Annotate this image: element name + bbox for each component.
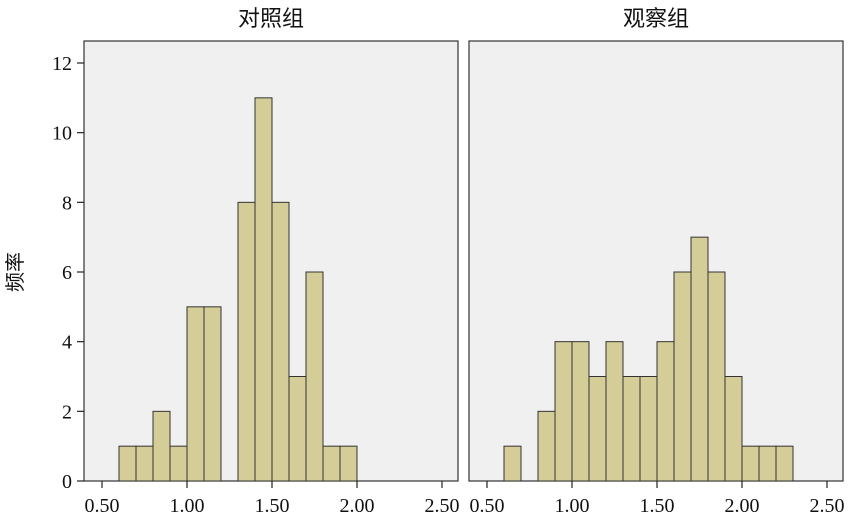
histogram-bar: [288, 376, 307, 482]
chart-panel-1: 对照组 0.50 1.00 1.50 2.00 2.50 0 2 4 6 8 10 12: [52, 7, 460, 517]
histogram-bar: [639, 376, 658, 482]
histogram-bar: [537, 410, 556, 482]
y-tick-label: 0: [62, 471, 72, 493]
histogram-bar: [690, 236, 709, 482]
y-tick-label: 4: [62, 332, 72, 354]
x-tick-label: 2.50: [425, 495, 460, 517]
histogram-bar: [186, 306, 205, 482]
y-tick-label: 6: [62, 262, 72, 284]
y-tick-label: 12: [52, 53, 72, 75]
x-tick-label: 0.50: [470, 495, 505, 517]
histogram-bar: [305, 271, 324, 482]
chart-title: 对照组: [238, 7, 304, 32]
x-tick-label: 1.00: [170, 495, 205, 517]
x-tick-label: 2.50: [810, 495, 845, 517]
y-tick-label: 10: [52, 123, 72, 145]
histogram-bar: [605, 341, 624, 482]
histogram-bar: [118, 445, 137, 482]
chart-panel-2: 观察组 0.50 1.00 1.50 2.00 2.50: [468, 7, 845, 517]
histogram-bar: [741, 445, 760, 482]
histogram-bar: [503, 445, 522, 482]
histogram-bar: [271, 201, 290, 482]
x-tick-label: 1.50: [640, 495, 675, 517]
x-tick-label: 1.00: [555, 495, 590, 517]
histogram-bar: [588, 376, 607, 482]
y-tick-label: 2: [62, 401, 72, 423]
histogram-bar: [237, 201, 256, 482]
histogram-bar: [571, 341, 590, 482]
x-tick-label: 2.00: [725, 495, 760, 517]
histogram-bar: [339, 445, 358, 482]
histogram-bar: [152, 410, 171, 482]
histogram-bar: [554, 341, 573, 482]
histogram-bar: [254, 97, 273, 482]
histogram-bar: [656, 341, 675, 482]
histogram-bar: [673, 271, 692, 482]
x-tick-label: 1.50: [255, 495, 290, 517]
histogram-bar: [203, 306, 222, 482]
histogram-bar: [322, 445, 341, 482]
histogram-bar: [775, 445, 794, 482]
chart-title: 观察组: [623, 7, 689, 32]
histogram-bar: [724, 376, 743, 482]
x-tick-label: 0.50: [85, 495, 120, 517]
histogram-bar: [758, 445, 777, 482]
histogram-bar: [169, 445, 188, 482]
x-tick-label: 2.00: [340, 495, 375, 517]
y-axis-label: 频率: [3, 252, 27, 292]
histogram-bar: [707, 271, 726, 482]
histogram-bar: [622, 376, 641, 482]
y-tick-label: 8: [62, 192, 72, 214]
histogram-bar: [135, 445, 154, 482]
